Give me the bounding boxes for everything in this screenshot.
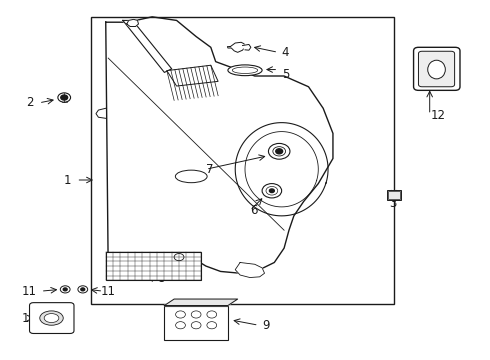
Polygon shape — [227, 42, 245, 52]
Text: 3: 3 — [389, 197, 396, 210]
Circle shape — [207, 311, 217, 318]
FancyBboxPatch shape — [418, 51, 455, 87]
Text: 11: 11 — [101, 285, 116, 298]
Circle shape — [174, 253, 184, 261]
Polygon shape — [164, 299, 238, 306]
FancyBboxPatch shape — [414, 47, 460, 90]
Circle shape — [270, 189, 274, 193]
Text: 11: 11 — [22, 285, 36, 298]
Circle shape — [61, 95, 68, 100]
Circle shape — [191, 321, 201, 329]
Text: 5: 5 — [282, 68, 289, 81]
Bar — [388, 191, 400, 199]
Polygon shape — [243, 44, 251, 50]
Text: 4: 4 — [282, 46, 289, 59]
Polygon shape — [127, 19, 139, 27]
Circle shape — [81, 288, 85, 291]
Circle shape — [207, 321, 217, 329]
Text: 12: 12 — [431, 109, 446, 122]
Circle shape — [262, 184, 282, 198]
Circle shape — [191, 311, 201, 318]
Ellipse shape — [428, 60, 445, 79]
Bar — [387, 190, 401, 200]
Circle shape — [175, 321, 185, 329]
Ellipse shape — [228, 65, 262, 76]
Text: 9: 9 — [262, 319, 270, 332]
FancyBboxPatch shape — [29, 303, 74, 333]
Circle shape — [276, 149, 283, 154]
Ellipse shape — [40, 311, 63, 325]
Ellipse shape — [44, 314, 59, 323]
Circle shape — [58, 93, 71, 102]
Bar — [164, 306, 228, 339]
Text: 6: 6 — [250, 204, 257, 217]
Ellipse shape — [232, 67, 258, 73]
Text: 2: 2 — [26, 96, 34, 109]
Circle shape — [269, 143, 290, 159]
Polygon shape — [235, 262, 265, 278]
Circle shape — [63, 288, 67, 291]
Ellipse shape — [175, 170, 207, 183]
Text: 1: 1 — [64, 174, 72, 186]
Text: 10: 10 — [21, 311, 36, 325]
Polygon shape — [123, 21, 172, 72]
Bar — [91, 17, 394, 304]
Circle shape — [175, 311, 185, 318]
Text: 7: 7 — [206, 163, 214, 176]
Text: 8: 8 — [157, 272, 165, 285]
Circle shape — [60, 286, 70, 293]
Polygon shape — [167, 65, 218, 86]
Circle shape — [78, 286, 88, 293]
Bar — [106, 252, 201, 280]
